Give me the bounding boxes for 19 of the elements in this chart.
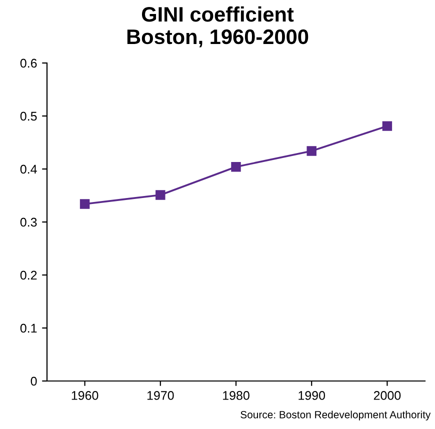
x-tick-label: 2000 xyxy=(374,391,401,400)
y-tick-label: 0 xyxy=(30,376,37,386)
x-tick-label: 1970 xyxy=(147,391,174,400)
x-tick-label: 1990 xyxy=(298,391,326,400)
y-tick-label: 0.2 xyxy=(20,270,37,280)
y-tick-label: 0.3 xyxy=(20,218,37,227)
point xyxy=(306,146,316,156)
x-tick-label: 1980 xyxy=(223,391,250,400)
point xyxy=(156,190,166,200)
y-tick-label: 0.1 xyxy=(20,324,37,333)
y-tick-label: 0.5 xyxy=(20,112,37,121)
x-tick-label: 1960 xyxy=(72,391,98,400)
point xyxy=(231,162,241,172)
point xyxy=(382,121,392,131)
y-tick-label: 0.6 xyxy=(20,58,37,68)
y-tick-label: 0.4 xyxy=(20,164,37,174)
point xyxy=(80,199,90,209)
source-note: Source: Boston Redevelopment Authority xyxy=(240,410,431,420)
chart-title: GINI coefficient Boston, 1960-2000 xyxy=(127,6,308,48)
